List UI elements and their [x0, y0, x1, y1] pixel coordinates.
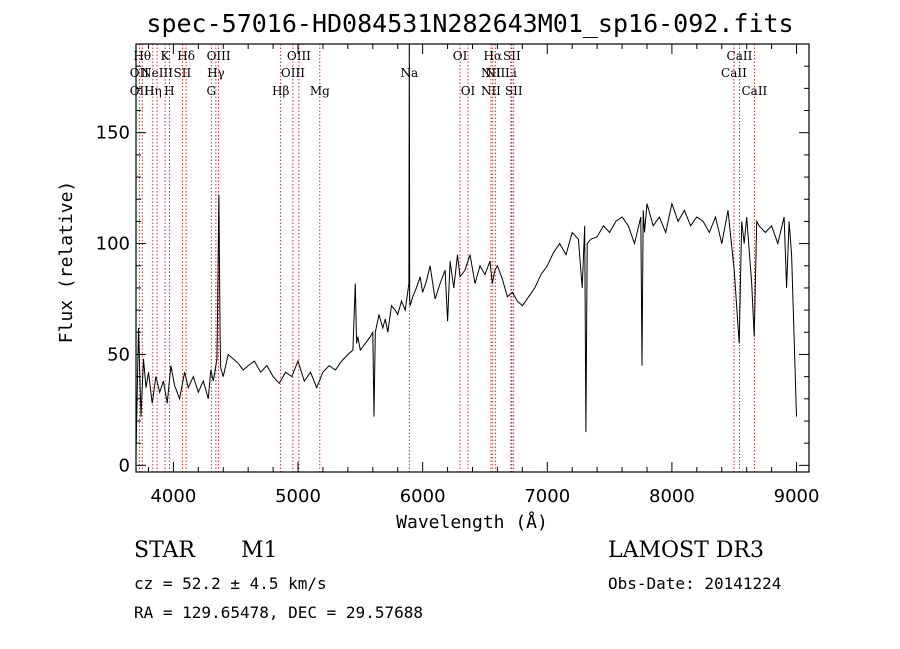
- emission-line-label: OII: [130, 84, 150, 98]
- y-tick-label: 0: [119, 455, 130, 476]
- emission-line-label: CaII: [741, 84, 767, 98]
- chart-title: spec-57016-HD084531N282643M01_sp16-092.f…: [146, 9, 793, 38]
- emission-line-label: H: [164, 84, 174, 98]
- x-tick-label: 5000: [275, 486, 321, 507]
- object-class: STAR: [134, 538, 195, 563]
- emission-line-label: K: [161, 49, 171, 63]
- emission-line-label: SII: [505, 84, 523, 98]
- emission-line-label: Hη: [144, 84, 162, 98]
- emission-line-markers: OIIOIIHθHηNeIIIKHSIIHδGHγOIIIHβOIIIOIIIM…: [130, 44, 768, 472]
- y-axis-label: Flux (relative): [56, 181, 77, 344]
- emission-line-label: NII: [485, 66, 505, 80]
- x-tick-label: 8000: [649, 486, 695, 507]
- emission-line-label: CaII: [727, 49, 753, 63]
- spectrum-series-line: [135, 43, 797, 455]
- y-axis-ticks: 0 50 100 150: [96, 65, 809, 476]
- x-tick-label: 6000: [400, 486, 446, 507]
- emission-line-label: OI: [461, 84, 476, 98]
- coordinates-text: RA = 129.65478, DEC = 29.57688: [134, 603, 423, 622]
- emission-line-label: OIII: [287, 49, 311, 63]
- x-tick-label: 4000: [150, 486, 196, 507]
- obs-date-text: Obs-Date: 20141224: [608, 574, 782, 593]
- emission-line-label: Hα: [484, 49, 503, 63]
- emission-line-label: NII: [481, 84, 501, 98]
- x-axis-label: Wavelength (Å): [396, 511, 548, 533]
- emission-line-label: NII: [481, 66, 501, 80]
- survey-name: LAMOST DR3: [608, 538, 764, 563]
- emission-line-label: Hδ: [177, 49, 195, 63]
- x-axis-ticks: 4000 5000 6000 7000 8000 9000: [147, 44, 820, 507]
- emission-line-label: OIII: [207, 49, 231, 63]
- y-tick-label: 100: [96, 234, 130, 255]
- emission-line-label: SII: [174, 66, 192, 80]
- emission-line-label: Hβ: [272, 84, 289, 98]
- redshift-text: cz = 52.2 ± 4.5 km/s: [134, 574, 327, 593]
- emission-line-label: OIII: [281, 66, 305, 80]
- emission-line-label: Li: [505, 66, 517, 80]
- plot-frame: [135, 43, 810, 473]
- emission-line-label: SII: [503, 49, 521, 63]
- object-subclass: M1: [241, 538, 278, 563]
- emission-line-label: Hγ: [207, 66, 225, 80]
- emission-line-label: G: [206, 84, 216, 98]
- emission-line-label: NeIII: [141, 66, 173, 80]
- emission-line-label: OII: [130, 66, 150, 80]
- emission-line-label: OI: [453, 49, 468, 63]
- x-tick-label: 9000: [774, 486, 820, 507]
- emission-line-label: CaII: [721, 66, 747, 80]
- emission-line-label: Mg: [310, 84, 330, 98]
- y-tick-label: 150: [96, 123, 130, 144]
- y-tick-label: 50: [107, 344, 130, 365]
- emission-line-label: Hθ: [133, 49, 151, 63]
- x-tick-label: 7000: [524, 486, 570, 507]
